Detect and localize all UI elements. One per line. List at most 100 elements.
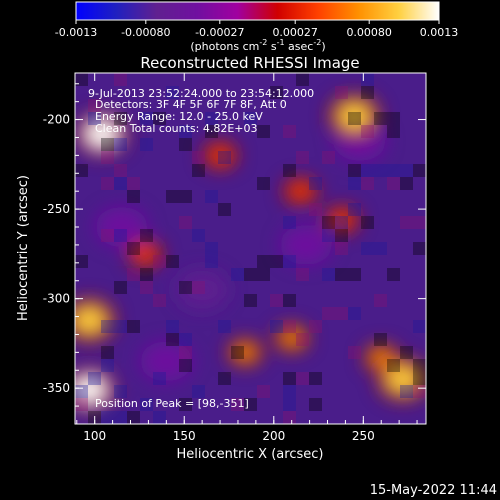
heatmap-texture-cell: [361, 242, 374, 255]
heatmap-texture-cell: [348, 268, 361, 281]
heatmap-image: [75, 73, 426, 424]
heatmap-texture-cell: [179, 398, 192, 411]
heatmap-texture-cell: [101, 320, 114, 333]
heatmap-texture-cell: [88, 99, 101, 112]
heatmap-blobs: [75, 93, 426, 412]
heatmap-hot-spot: [281, 330, 302, 347]
heatmap-texture-cell: [361, 216, 374, 229]
heatmap-texture-cell: [166, 190, 179, 203]
heatmap-texture-cell: [309, 320, 322, 333]
heatmap-hot-spot: [338, 102, 371, 129]
heatmap-texture-cell: [75, 164, 88, 177]
heatmap-texture-cell: [101, 177, 114, 190]
heatmap-texture-cell: [179, 138, 192, 151]
heatmap-texture-cell: [114, 320, 127, 333]
heatmap-texture-cell: [101, 359, 114, 372]
heatmap-texture-cell: [322, 216, 335, 229]
heatmap-texture-cell: [309, 398, 322, 411]
heatmap-texture-cell: [309, 372, 322, 385]
heatmap-texture-cell: [270, 294, 283, 307]
heatmap-texture-cell: [166, 86, 179, 99]
heatmap-texture-cell: [374, 164, 387, 177]
heatmap-texture-cell: [153, 255, 166, 268]
heatmap-texture-cell: [244, 294, 257, 307]
heatmap-texture-cell: [75, 73, 88, 86]
heatmap-hot-spot: [75, 307, 106, 334]
heatmap-texture-cell: [270, 255, 283, 268]
heatmap-cold-spot: [280, 224, 333, 265]
colorbar-tick-label: -0.00027: [195, 26, 244, 39]
heatmap-texture-cell: [322, 307, 335, 320]
heatmap-texture-cell: [140, 138, 153, 151]
heatmap-texture-cell: [218, 151, 231, 164]
heatmap-texture-cell: [140, 281, 153, 294]
heatmap-texture-cell: [127, 190, 140, 203]
heatmap-texture-cell: [283, 320, 296, 333]
heatmap-texture-cell: [179, 125, 192, 138]
heatmap-texture-cell: [400, 346, 413, 359]
heatmap-texture-cell: [244, 398, 257, 411]
heatmap-texture-cell: [179, 281, 192, 294]
heatmap-texture-cell: [244, 112, 257, 125]
heatmap-texture-cell: [283, 411, 296, 424]
colorbar-units: (photons cm-2 s-1 asec-2): [190, 38, 325, 53]
heatmap-texture-cell: [166, 320, 179, 333]
heatmap-texture-cell: [296, 73, 309, 86]
colorbar-tick-label: 0.00080: [346, 26, 392, 39]
heatmap-texture-cell: [400, 177, 413, 190]
heatmap-texture-cell: [179, 346, 192, 359]
heatmap-texture-cell: [205, 112, 218, 125]
heatmap-hot-spot: [75, 376, 106, 403]
heatmap-texture-cell: [114, 177, 127, 190]
heatmap-texture-cell: [88, 372, 101, 385]
heatmap-texture-cell: [322, 229, 335, 242]
heatmap-cold-spot: [140, 341, 193, 382]
heatmap-texture-cell: [374, 333, 387, 346]
heatmap-texture-cell: [413, 216, 426, 229]
colorbar-frame: [75, 1, 440, 21]
heatmap-texture-cell: [257, 125, 270, 138]
colorbar-strip: [76, 2, 439, 20]
heatmap-texture-cell: [270, 320, 283, 333]
heatmap-texture-cell: [114, 164, 127, 177]
heatmap-texture-cell: [153, 294, 166, 307]
heatmap-texture-cell: [140, 229, 153, 242]
heatmap-texture-cell: [166, 333, 179, 346]
x-axis-label: Heliocentric X (arcsec): [177, 447, 324, 462]
y-axis-label: Heliocentric Y (arcsec): [16, 175, 31, 321]
x-tick-label: 100: [83, 429, 106, 443]
heatmap-texture-cell: [218, 320, 231, 333]
heatmap-texture-cell: [205, 242, 218, 255]
footer-date: 15-May-2022 11:44: [370, 483, 497, 498]
heatmap-texture-cell: [296, 268, 309, 281]
heatmap-texture-cell: [374, 242, 387, 255]
heatmap-hot-spot: [235, 344, 256, 361]
heatmap-texture-cell: [348, 307, 361, 320]
heatmap-texture-cell: [309, 203, 322, 216]
heatmap-texture-cell: [296, 372, 309, 385]
colorbar-tick-label: -0.00080: [121, 26, 170, 39]
heatmap-texture-cell: [413, 164, 426, 177]
heatmap-texture-cell: [192, 229, 205, 242]
heatmap-texture-cell: [244, 268, 257, 281]
heatmap-hot-spot: [290, 183, 311, 200]
heatmap-texture-cell: [296, 151, 309, 164]
heatmap-texture-cell: [101, 346, 114, 359]
heatmap-texture-cell: [192, 151, 205, 164]
colorbar-tick-label: -0.0013: [55, 26, 97, 39]
annotation-time-range: 9-Jul-2013 23:52:24.000 to 23:54:12.000: [88, 87, 314, 100]
heatmap-texture-cell: [114, 138, 127, 151]
heatmap-texture-cell: [140, 112, 153, 125]
heatmap-texture-cell: [348, 112, 361, 125]
heatmap-texture-cell: [192, 164, 205, 177]
colorbar-tick-label: 0.00027: [272, 26, 318, 39]
heatmap-texture-cell: [114, 411, 127, 424]
annotation-block: 9-Jul-2013 23:52:24.000 to 23:54:12.000 …: [88, 87, 314, 135]
heatmap-texture-cell: [283, 294, 296, 307]
heatmap-texture-cell: [335, 242, 348, 255]
heatmap-texture-cell: [114, 73, 127, 86]
heatmap-texture-cell: [257, 268, 270, 281]
heatmap-texture-cell: [101, 151, 114, 164]
heatmap-texture-cell: [348, 346, 361, 359]
heatmap-texture-cell: [387, 112, 400, 125]
